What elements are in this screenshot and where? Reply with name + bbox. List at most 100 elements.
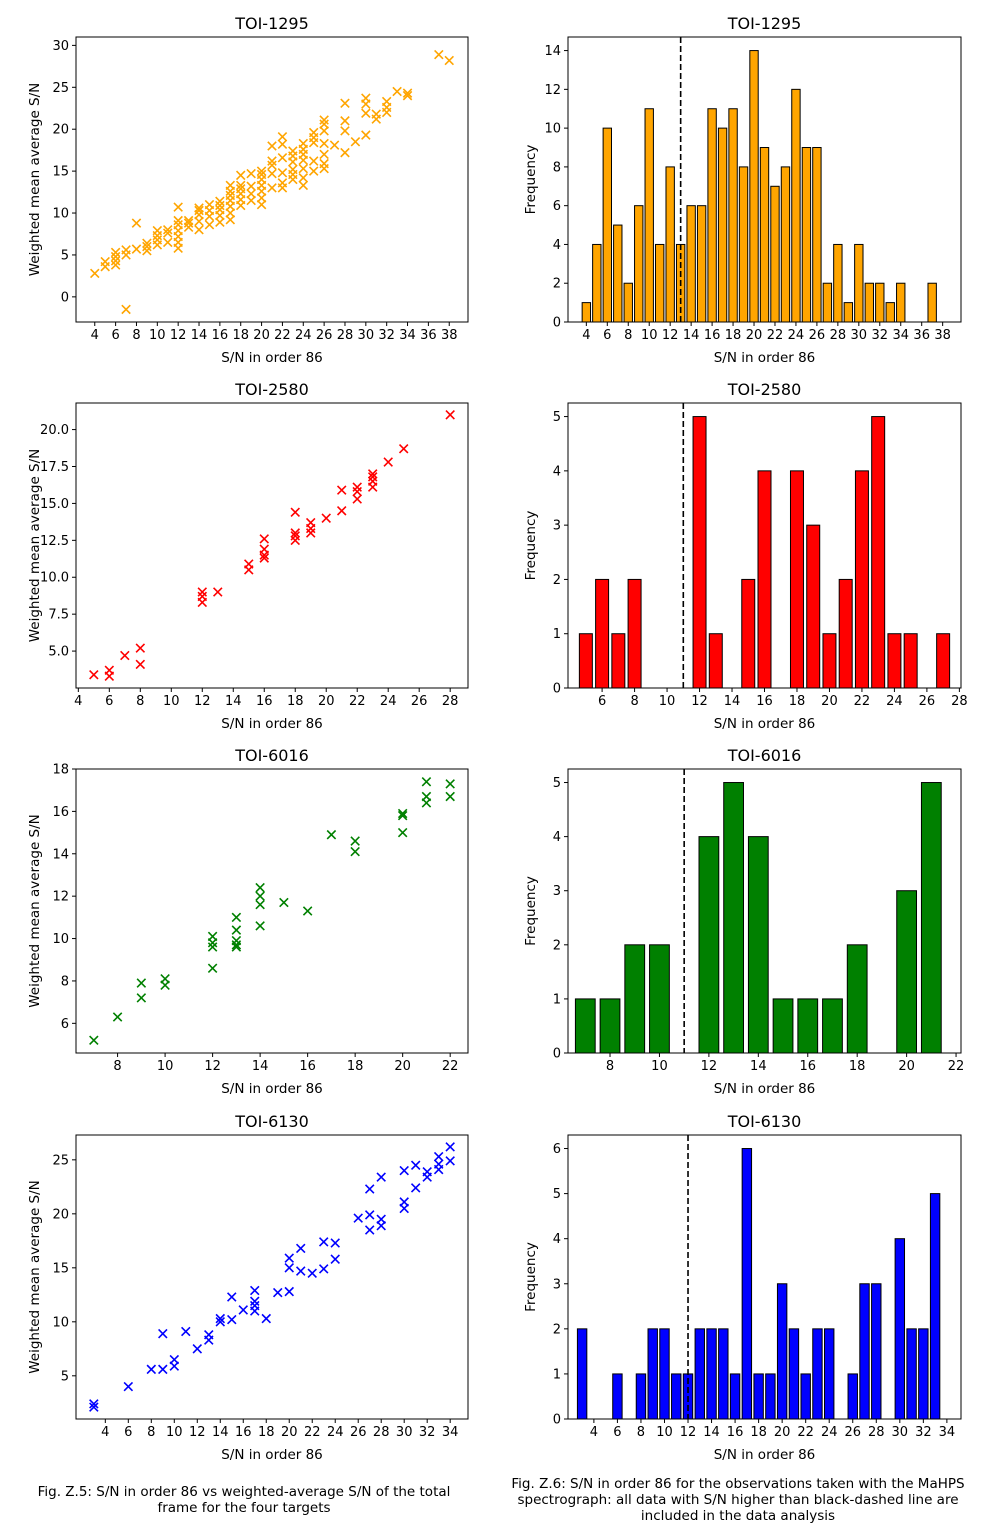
x-tick-label: 8: [637, 1425, 645, 1440]
y-tick-label: 20: [52, 123, 69, 138]
axes-frame: [75, 402, 469, 689]
x-tick-label: 18: [789, 694, 806, 709]
data-point: [305, 517, 316, 528]
data-point: [279, 897, 289, 908]
x-tick-label: 16: [727, 1425, 744, 1440]
x-tick-label: 26: [919, 694, 936, 709]
panel-7-scatter: TOI-6130 4 6 8 10 12 14 16 18 20 22 24 26 28 30 32 34 5 10…: [27, 1112, 469, 1463]
histogram-bar: [885, 302, 895, 323]
data-point: [215, 1317, 226, 1327]
data-point: [173, 202, 183, 212]
data-point: [194, 225, 204, 235]
histogram-bar: [741, 1148, 753, 1420]
histogram-bar: [896, 282, 906, 323]
histogram-bar: [854, 243, 864, 323]
x-tick-label: 30: [892, 1425, 909, 1440]
data-point: [259, 534, 270, 544]
y-tick-label: 8: [553, 160, 561, 175]
histogram-bar: [696, 205, 707, 323]
histogram-bar: [833, 243, 843, 323]
data-point: [131, 218, 142, 228]
x-tick-label: 28: [868, 1425, 885, 1440]
histogram-bar: [759, 147, 770, 323]
data-point: [231, 912, 242, 923]
x-axis-label: S/N in order 86: [221, 716, 323, 732]
data-point: [277, 139, 288, 150]
data-point: [121, 304, 131, 315]
data-point: [204, 219, 215, 230]
data-point: [329, 140, 340, 150]
x-tick-label: 22: [767, 328, 784, 343]
histogram-bar: [574, 998, 596, 1054]
data-point: [330, 1254, 340, 1264]
x-tick-label: 16: [704, 328, 721, 343]
histogram-bar: [671, 1373, 682, 1420]
data-point: [376, 1214, 386, 1224]
histogram-bar: [611, 633, 626, 689]
x-tick-label: 36: [913, 328, 930, 343]
x-tick-label: 20: [281, 1425, 298, 1440]
histogram-bar: [581, 302, 592, 323]
x-tick-label: 8: [624, 328, 632, 343]
histogram-bar: [838, 578, 853, 689]
y-axis-label: Frequency: [523, 1242, 539, 1312]
y-tick-label: 5: [553, 1187, 561, 1202]
data-point: [215, 196, 225, 207]
caption-fig-z6: Fig. Z.6: S/N in order 86 for the observ…: [511, 1476, 965, 1524]
data-point: [158, 1328, 168, 1339]
x-tick-label: 26: [809, 328, 826, 343]
data-point: [110, 251, 121, 262]
y-tick-label: 10.0: [40, 571, 69, 586]
x-tick-label: 22: [797, 1425, 814, 1440]
y-tick-label: 14: [52, 847, 69, 862]
y-axis-label: Frequency: [523, 511, 539, 581]
x-tick-label: 8: [630, 694, 638, 709]
x-tick-label: 26: [350, 1425, 367, 1440]
y-tick-label: 7.5: [48, 608, 69, 623]
data-point: [255, 899, 265, 910]
data-point: [197, 587, 208, 597]
data-point: [361, 108, 371, 119]
x-tick-label: 20: [821, 694, 838, 709]
data-point: [89, 669, 99, 680]
x-tick-label: 32: [419, 1425, 436, 1440]
data-point: [445, 791, 455, 802]
histogram-bar: [824, 1328, 835, 1420]
data-point: [318, 1264, 329, 1274]
data-point: [433, 1159, 444, 1169]
axes-frame: [75, 1134, 469, 1420]
data-point: [364, 1210, 375, 1220]
histogram-bar: [780, 166, 791, 323]
x-tick-label: 8: [136, 694, 144, 709]
data-point: [445, 1142, 455, 1152]
histogram-bar: [806, 524, 821, 689]
x-tick-label: 20: [746, 328, 763, 343]
y-tick-label: 10: [52, 207, 69, 222]
data-point: [330, 1238, 340, 1248]
x-tick-label: 14: [750, 1059, 767, 1074]
x-tick-label: 16: [799, 1059, 816, 1074]
x-tick-label: 38: [441, 328, 458, 343]
y-tick-label: 5: [61, 248, 69, 263]
x-tick-label: 20: [253, 328, 270, 343]
data-point: [381, 96, 392, 107]
data-point: [204, 1330, 214, 1340]
y-tick-label: 5: [553, 776, 561, 791]
histogram-bar: [896, 890, 918, 1054]
data-point: [110, 247, 121, 258]
data-point: [235, 170, 246, 181]
x-axis-label: S/N in order 86: [714, 1081, 816, 1097]
data-point: [340, 126, 350, 136]
x-tick-label: 34: [442, 1425, 459, 1440]
x-tick-label: 28: [373, 1425, 390, 1440]
data-point: [267, 168, 277, 179]
histogram-bar: [634, 205, 644, 323]
data-point: [298, 163, 309, 174]
y-tick-label: 15: [52, 1261, 69, 1276]
panel-title: TOI-1295: [234, 14, 309, 33]
data-point: [197, 591, 208, 602]
data-point: [350, 137, 361, 147]
histogram-bar: [649, 944, 670, 1054]
